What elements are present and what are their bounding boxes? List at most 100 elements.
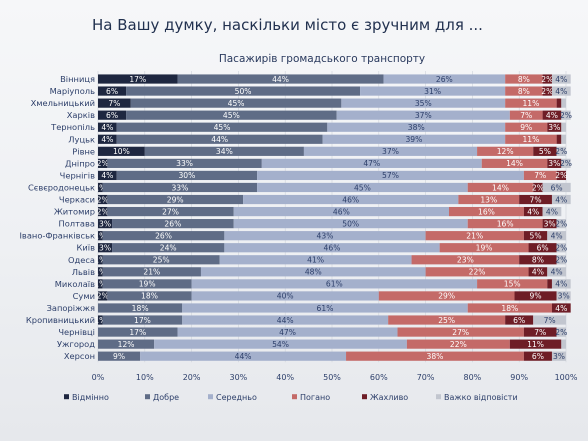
- data-label: 14%: [506, 159, 523, 168]
- data-label: 48%: [305, 268, 322, 277]
- data-label: 12%: [497, 147, 514, 156]
- bar-segment: [98, 134, 117, 144]
- bar-segment: [556, 134, 562, 144]
- data-label: 41%: [307, 256, 324, 265]
- data-label: 3%: [544, 219, 556, 228]
- data-label: 50%: [342, 219, 359, 228]
- bar-segment: [126, 86, 361, 96]
- data-label: 27%: [452, 328, 469, 337]
- bar-segment: [505, 134, 557, 144]
- bar-segment: [233, 206, 449, 217]
- data-label: 57%: [382, 171, 399, 180]
- data-label: 22%: [469, 268, 486, 277]
- bar-segment: [98, 146, 145, 156]
- bar-segment: [98, 291, 108, 301]
- bar-segment: [481, 158, 548, 168]
- data-label: 18%: [132, 304, 149, 313]
- bar-segment: [116, 122, 328, 132]
- data-label: 13%: [480, 195, 497, 204]
- bar-segment: [467, 303, 552, 313]
- data-label: 6%: [106, 87, 118, 96]
- category-label: Сєвєродонецьк: [28, 182, 95, 192]
- bar-segment: [406, 339, 510, 349]
- category-label: Миколаїв: [55, 279, 95, 289]
- bar-segment: [303, 146, 478, 156]
- bar-segment: [556, 219, 566, 229]
- data-label: 8%: [518, 75, 530, 84]
- bar-segment: [257, 182, 468, 193]
- bar-segment: [336, 110, 510, 120]
- legend-label: Погано: [300, 393, 330, 402]
- data-label: 2%: [541, 75, 553, 84]
- data-label: 1%: [94, 268, 106, 277]
- bar-segment: [523, 206, 543, 217]
- data-label: 3%: [558, 292, 570, 301]
- data-label: 22%: [450, 340, 467, 349]
- bar-segment: [98, 315, 103, 325]
- data-label: 35%: [415, 99, 432, 108]
- data-label: 26%: [164, 219, 181, 228]
- data-label: 2%: [532, 183, 544, 192]
- bar-segment: [140, 351, 347, 361]
- bar-segment: [107, 291, 192, 301]
- data-label: 37%: [415, 111, 432, 120]
- data-label: 11%: [522, 99, 539, 108]
- data-label: 3%: [553, 352, 565, 361]
- bar-segment: [551, 194, 571, 205]
- data-label: 30%: [178, 171, 195, 180]
- bar-segment: [505, 98, 557, 108]
- bar-segment: [547, 122, 562, 132]
- bar-segment: [130, 98, 342, 108]
- bar-segment: [523, 351, 552, 361]
- category-label: Чернігів: [60, 170, 95, 180]
- bar-segment: [98, 122, 117, 132]
- bar-segment: [327, 122, 506, 132]
- bar-segment: [98, 231, 103, 241]
- bar-segment: [112, 219, 234, 229]
- data-label: 46%: [342, 195, 359, 204]
- data-label: 15%: [504, 280, 521, 289]
- bar-segment: [102, 315, 183, 325]
- bar-segment: [561, 134, 566, 144]
- bar-segment: [561, 110, 571, 120]
- bar-segment: [98, 110, 127, 120]
- bar-segment: [116, 134, 323, 144]
- data-label: 3%: [99, 219, 111, 228]
- bar-segment: [533, 315, 566, 325]
- data-label: 9%: [520, 123, 532, 132]
- data-label: 7%: [108, 99, 120, 108]
- data-label: 25%: [153, 256, 170, 265]
- bar-segment: [547, 267, 566, 277]
- data-label: 6%: [513, 316, 525, 325]
- category-label: Рівне: [72, 146, 95, 156]
- bar-segment: [98, 182, 103, 193]
- bar-segment: [467, 219, 543, 229]
- data-label: 2%: [555, 171, 567, 180]
- legend-label: Важко відповісти: [444, 393, 518, 402]
- bar-segment: [542, 110, 562, 120]
- bar-segment: [191, 279, 478, 289]
- data-label: 6%: [537, 244, 549, 253]
- data-label: 4%: [551, 231, 563, 240]
- bar-segment: [154, 339, 407, 349]
- data-label: 44%: [211, 135, 228, 144]
- data-label: 37%: [382, 147, 399, 156]
- data-label: 4%: [101, 123, 113, 132]
- category-label: Черкаси: [59, 195, 95, 205]
- bar-segment: [98, 243, 113, 253]
- bar-segment: [116, 170, 258, 181]
- bar-segment: [98, 303, 183, 313]
- bar-segment: [126, 110, 337, 120]
- data-label: 2%: [560, 111, 572, 120]
- bar-segment: [467, 182, 534, 193]
- data-label: 44%: [272, 75, 289, 84]
- data-label: 7%: [520, 111, 532, 120]
- data-label: 4%: [555, 75, 567, 84]
- bar-segment: [388, 315, 506, 325]
- bar-segment: [411, 255, 520, 265]
- bar-segment: [200, 267, 426, 277]
- bar-segment: [542, 182, 571, 193]
- data-label: 19%: [476, 244, 493, 253]
- data-label: 29%: [438, 292, 455, 301]
- bar-segment: [144, 146, 304, 156]
